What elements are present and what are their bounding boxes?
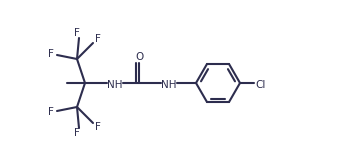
Text: NH: NH: [107, 80, 123, 90]
Text: F: F: [95, 34, 101, 44]
Text: F: F: [48, 49, 54, 59]
Text: Cl: Cl: [256, 80, 266, 90]
Text: F: F: [95, 122, 101, 132]
Text: F: F: [74, 28, 80, 38]
Text: NH: NH: [161, 80, 177, 90]
Text: O: O: [135, 52, 143, 62]
Text: F: F: [74, 128, 80, 138]
Text: F: F: [48, 107, 54, 117]
